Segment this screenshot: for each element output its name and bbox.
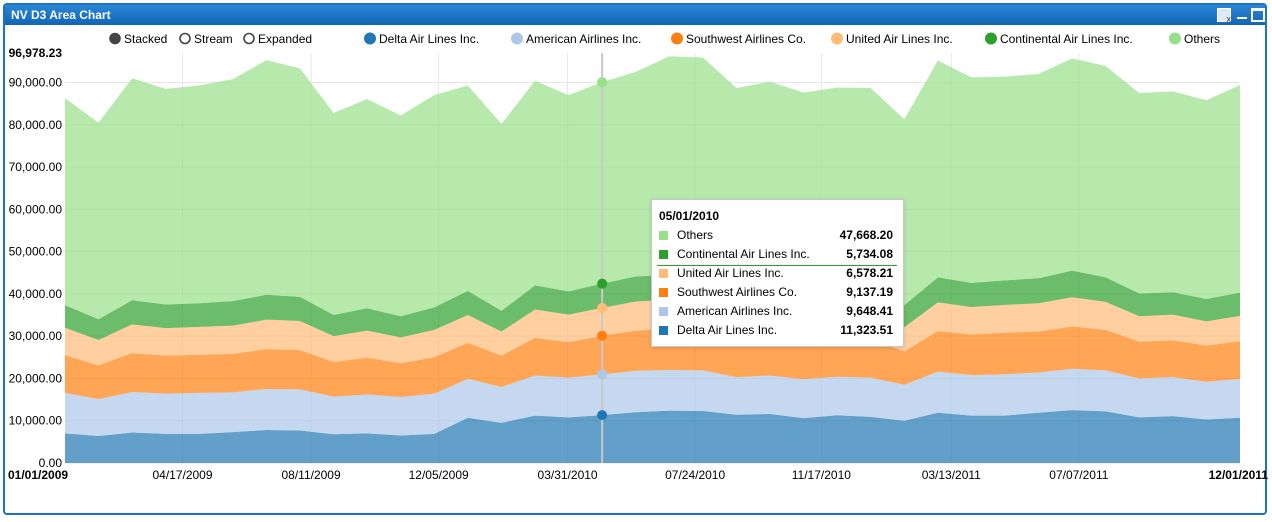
minimize-icon[interactable] [1235,8,1249,22]
legend-label: United Air Lines Inc. [846,32,953,46]
x-tick-label: 01/01/2009 [8,468,68,482]
legend-label: Southwest Airlines Co. [686,32,806,46]
y-tick-label: 80,000.00 [9,118,63,132]
tooltip-value: 5,734.08 [846,247,893,261]
window-title: NV D3 Area Chart [11,8,111,22]
y-tick-label: 0.00 [39,456,63,470]
y-tick-label: 50,000.00 [9,245,63,259]
legend-label: American Airlines Inc. [526,32,641,46]
x-tick-label: 12/05/2009 [409,468,469,482]
legend-label: Delta Air Lines Inc. [379,32,479,46]
x-tick-label: 03/13/2011 [922,468,981,482]
y-tick-label: 70,000.00 [9,160,63,174]
guide-point [597,302,608,313]
y-max-label: 96,978.23 [9,46,63,60]
tooltip-series-name: Others [677,228,714,242]
tooltip-row: Others 47,668.20 [657,227,897,246]
stacked-areas [65,56,1240,463]
x-tick-label: 03/31/2010 [538,468,598,482]
mode-controls: Stacked Stream Expanded [109,32,312,46]
tooltip-swatch [659,307,668,316]
tooltip-series-name: Continental Air Lines Inc. [677,247,810,261]
y-tick-label: 10,000.00 [9,414,63,428]
maximize-icon[interactable] [1251,8,1265,22]
tooltip-value: 9,648.41 [846,304,893,318]
guide-point [597,410,608,421]
tooltip-series-name: Delta Air Lines Inc. [677,323,778,337]
x-tick-label: 04/17/2009 [152,468,212,482]
x-axis: 01/01/2009 04/17/2009 08/11/2009 12/05/2009… [8,468,1268,482]
tooltip-series-name: United Air Lines Inc. [677,266,784,280]
mode-label: Expanded [258,32,312,46]
mode-label: Stacked [124,32,167,46]
y-tick-label: 20,000.00 [9,371,63,385]
x-tick-label: 07/24/2010 [665,468,725,482]
legend-marker [671,32,683,45]
tooltip-swatch [659,250,668,259]
legend: Delta Air Lines Inc. American Airlines In… [364,32,1220,46]
hover-guide [597,53,608,463]
y-tick-label: 30,000.00 [9,329,63,343]
legend-marker [1169,32,1181,45]
legend-marker [364,32,376,45]
y-axis: 0.00 10,000.00 20,000.00 30,000.00 40,000.00… [9,46,63,470]
tooltip-row: United Air Lines Inc. 6,578.21 [657,265,897,284]
legend-label: Others [1184,32,1220,46]
export-icon[interactable] [1217,8,1231,24]
tooltip-value: 9,137.19 [846,285,893,299]
guide-point [597,330,608,341]
tooltip-value: 47,668.20 [839,228,893,242]
y-tick-label: 40,000.00 [9,287,63,301]
tooltip-value: 6,578.21 [846,266,893,280]
area-delta-air-lines-inc [65,410,1240,463]
tooltip-swatch [659,231,668,240]
legend-marker [831,32,843,45]
x-tick-label: 07/07/2011 [1049,468,1108,482]
tooltip-swatch [659,288,668,297]
tooltip-date: 05/01/2010 [659,209,720,223]
tooltip-value: 11,323.51 [840,323,893,337]
mode-radio-stacked [109,32,121,45]
mode-radio-expanded [243,32,255,45]
tooltip-row: Southwest Airlines Co. 9,137.19 [657,284,897,303]
tooltip-series-name: Southwest Airlines Co. [677,285,798,299]
y-tick-label: 60,000.00 [9,202,63,216]
tooltip-row: Delta Air Lines Inc. 11,323.51 [657,322,897,341]
guide-point [597,77,608,88]
guide-point [597,278,608,289]
area-southwest-airlines-co [65,326,1240,400]
mode-label: Stream [194,32,233,46]
x-tick-label: 11/17/2010 [792,468,851,482]
tooltip: 05/01/2010 Others 47,668.20 Continental Ai… [651,199,904,347]
mode-radio-stream [179,32,191,45]
tooltip-row: American Airlines Inc. 9,648.41 [657,303,897,322]
tooltip-row: Continental Air Lines Inc. 5,734.08 [657,246,897,266]
legend-marker [511,32,523,45]
tooltip-swatch [659,326,668,335]
area-others [65,56,1240,320]
tooltip-swatch [659,269,668,278]
x-tick-label: 12/01/2011 [1209,468,1269,482]
area-american-airlines-inc [65,368,1240,436]
area-continental-air-lines-inc [65,270,1240,340]
tooltip-series-name: American Airlines Inc. [677,304,793,318]
x-tick-label: 08/11/2009 [281,468,340,482]
area-united-air-lines-inc [65,297,1240,366]
guide-point [597,369,608,380]
legend-marker [985,32,997,45]
y-tick-label: 90,000.00 [9,76,63,90]
title-bar: NV D3 Area Chart [5,5,1265,25]
legend-label: Continental Air Lines Inc. [1000,32,1133,46]
